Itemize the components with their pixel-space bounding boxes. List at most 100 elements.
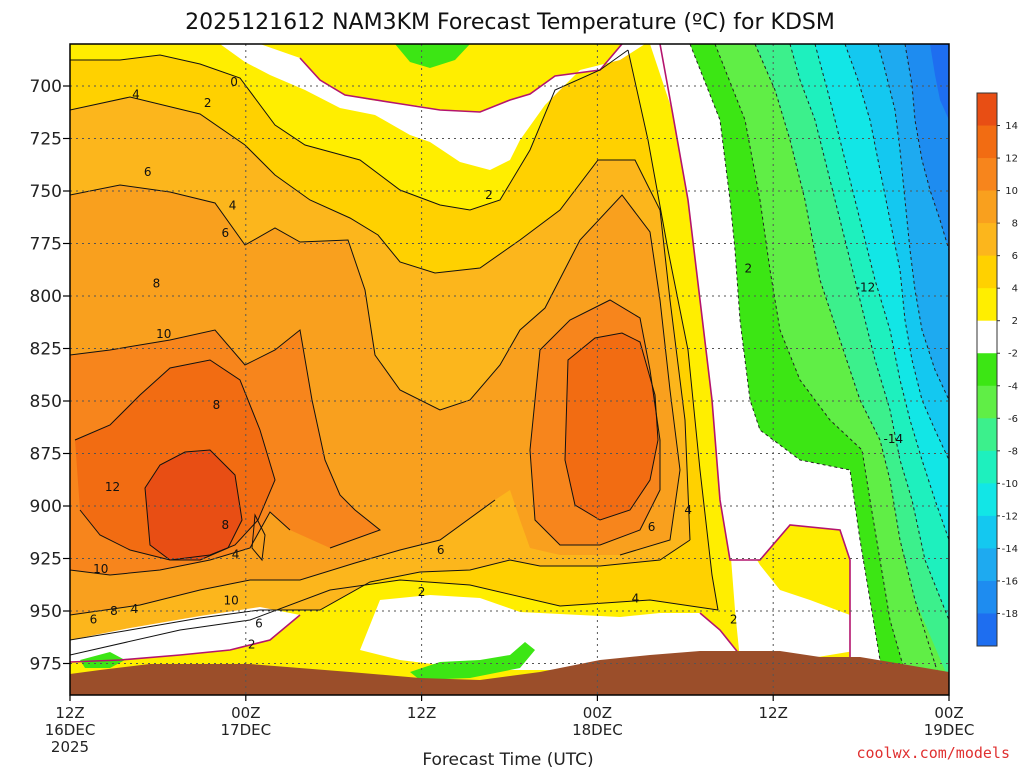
x-axis-label: Forecast Time (UTC) [422, 750, 593, 768]
colorbar-label: -16 [1002, 576, 1018, 587]
y-tick-label: 775 [30, 235, 62, 255]
y-tick-label: 850 [30, 392, 62, 412]
colorbar-swatch [977, 158, 997, 192]
colorbar-label: -6 [1008, 414, 1018, 425]
contour-label: 4 [132, 87, 140, 101]
x-tick-time: 00Z [583, 704, 612, 722]
x-tick-time: 00Z [231, 704, 260, 722]
zero-contour [70, 44, 871, 681]
colorbar-swatch [977, 223, 997, 257]
contour-label: 4 [229, 199, 237, 213]
band-minus-16-to-minus-18 [905, 44, 949, 250]
colorbar-label: -4 [1008, 381, 1018, 392]
colorbar-swatch [977, 353, 997, 387]
credit-text: coolwx.com/models [856, 744, 1010, 762]
x-tick-year: 2025 [51, 738, 89, 756]
contour-label: 2 [204, 96, 212, 110]
colorbar-label: -14 [1002, 544, 1018, 555]
contour-label: 2 [418, 585, 426, 599]
grid [70, 44, 949, 695]
colorbar-label: -12 [1002, 511, 1018, 522]
y-tick-label: 700 [30, 77, 62, 97]
contour-label: 10 [224, 594, 239, 608]
contour-label: 2 [730, 612, 738, 626]
colorbar: 14 12 10 8 6 4 2 -2 -4 -6 -8 -10 -12 -14 -16 -18 [976, 92, 1018, 647]
colorbar-label: 10 [1005, 186, 1018, 197]
contour-label: 10 [93, 562, 108, 576]
band-minus-2-patch-low [80, 642, 535, 680]
contour-label: 4 [684, 503, 692, 517]
contour-label: 6 [437, 543, 445, 557]
contour-label: 2 [485, 188, 493, 202]
x-tick-time: 00Z [934, 704, 963, 722]
contour-label: 8 [110, 604, 118, 618]
terrain [70, 651, 949, 695]
contour-label: -14 [884, 432, 904, 446]
band-14-to-16 [145, 450, 242, 560]
contour-label: 10 [156, 327, 171, 341]
x-tick-time: 12Z [55, 704, 84, 722]
contour-label: 8 [221, 518, 229, 532]
band-zero-top [220, 44, 645, 170]
colorbar-label: 2 [1012, 316, 1018, 327]
y-tick-label: 725 [30, 130, 62, 150]
plot-frame [69, 43, 950, 696]
colorbar-swatch [977, 548, 997, 582]
chart-title: 2025121612 NAM3KM Forecast Temperature (… [185, 10, 835, 35]
y-tick-label: 800 [30, 287, 62, 307]
colorbar-label: 14 [1005, 121, 1018, 132]
colorbar-frame [976, 92, 998, 647]
colorbar-label: 8 [1012, 219, 1018, 230]
colorbar-swatch [977, 385, 997, 419]
colorbar-swatch [977, 515, 997, 549]
colorbar-swatch [977, 580, 997, 614]
colorbar-label: 6 [1012, 251, 1018, 262]
band-zero-low [70, 540, 860, 670]
colorbar-swatch [977, 418, 997, 452]
colorbar-swatch [977, 450, 997, 484]
y-tick-label: 750 [30, 182, 62, 202]
y-axis: 700 725 750 775 800 825 850 875 900 925 950 975 [30, 77, 70, 675]
contour-label: 2 [248, 638, 256, 652]
contour-label: 12 [105, 480, 120, 494]
x-tick-time: 12Z [407, 704, 436, 722]
colorbar-swatch [977, 255, 997, 289]
contour-label: 6 [221, 226, 229, 240]
band-zero-right [660, 44, 890, 680]
x-tick-time: 12Z [759, 704, 788, 722]
colorbar-swatch [977, 320, 997, 354]
contour-label: 6 [255, 617, 263, 631]
contour-label: 6 [90, 612, 98, 626]
colorbar-label: -18 [1002, 609, 1018, 620]
y-tick-label: 825 [30, 340, 62, 360]
contour-label: 4 [232, 547, 240, 561]
x-tick-date: 16DEC [45, 721, 96, 739]
colorbar-swatch [977, 93, 997, 127]
colorbar-swatch [977, 483, 997, 517]
y-tick-label: 925 [30, 550, 62, 570]
colorbar-label: -2 [1008, 349, 1018, 360]
contour-label: 6 [144, 165, 152, 179]
colorbar-swatch [977, 288, 997, 322]
contour-label: 8 [153, 276, 161, 290]
colorbar-label: -10 [1002, 479, 1018, 490]
y-tick-label: 875 [30, 445, 62, 465]
colorbar-swatch [977, 125, 997, 159]
band-minus-2-patch-top [395, 44, 470, 68]
contour-label: 6 [648, 520, 656, 534]
y-tick-label: 975 [30, 655, 62, 675]
colorbar-label: 12 [1005, 154, 1018, 165]
contour-label: 4 [131, 602, 139, 616]
positive-contours [70, 49, 719, 656]
x-tick-date: 18DEC [572, 721, 623, 739]
y-tick-label: 900 [30, 497, 62, 517]
colorbar-swatch [977, 613, 997, 647]
band-minus-18-to-minus-20 [930, 44, 949, 120]
contour-label: 0 [230, 75, 238, 89]
colorbar-label: -8 [1008, 446, 1018, 457]
colorbar-swatch [977, 190, 997, 224]
temperature-fill [70, 44, 949, 695]
